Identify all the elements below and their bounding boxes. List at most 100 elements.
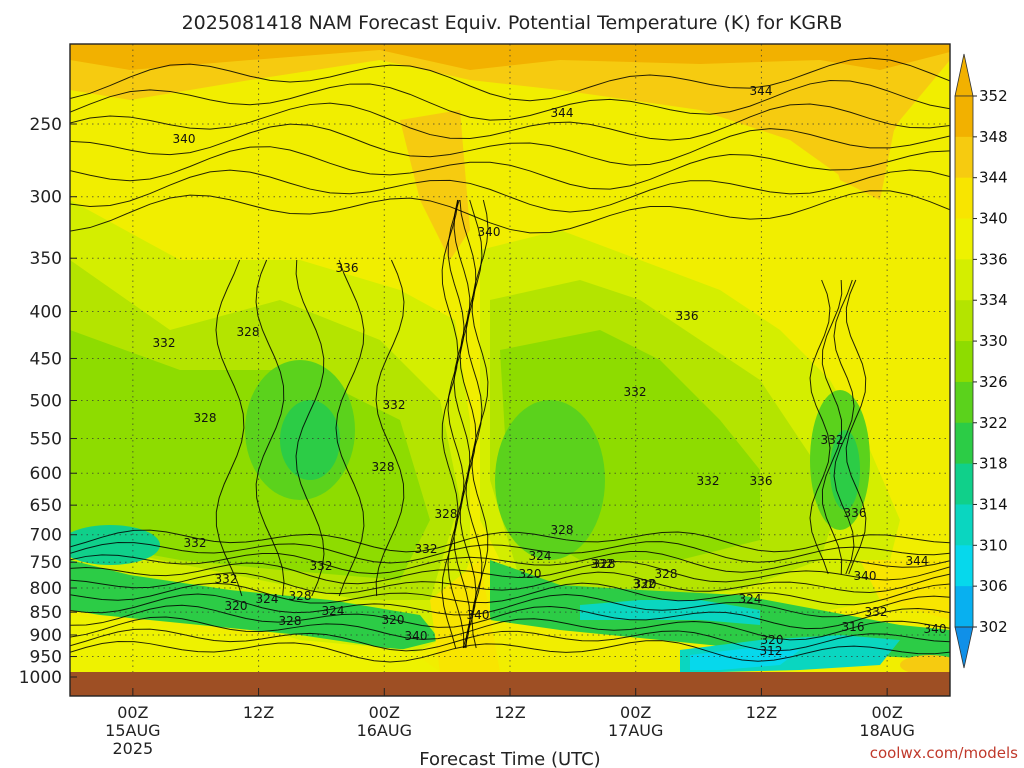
contour-label: 312 [760,644,783,658]
y-tick-label: 450 [30,349,62,369]
contour-lower [70,529,950,553]
contour-vertical-front [453,199,471,649]
contour-label: 324 [529,549,552,563]
colorbar-label: 348 [979,128,1008,146]
contour-label: 340 [173,132,196,146]
colorbar-swatch [955,300,973,342]
colorbar-swatch [955,136,973,179]
contour-label: 336 [750,474,773,488]
contour-label: 332 [215,572,238,586]
colorbar-swatch [955,422,973,465]
colorbar-swatch [955,259,973,301]
upper-hot-band [70,44,950,70]
contour-vertical-east [809,279,831,575]
contour-label: 336 [336,261,359,275]
credit-text: coolwx.com/models [870,744,1018,762]
contour-lower [70,561,950,585]
contour-vertical-west [255,259,285,597]
contour-label: 328 [237,325,260,339]
colorbar: 352 348 344 340 336 334 330 326 322 318 314 310 306 3… [954,53,1008,669]
contour-label: 332 [184,536,207,550]
y-tick-label: 650 [30,496,62,516]
contour-label: 336 [676,309,699,323]
contour-label: 320 [761,633,784,647]
contour-label: 324 [739,592,762,606]
contour-label: 332 [697,474,720,488]
contour-vertical-front [441,199,459,649]
color-bands [70,44,950,675]
surface-warm-west [70,615,440,672]
colorbar-swatch [955,218,973,260]
y-tick-label: 500 [30,392,62,412]
contour-label: 328 [435,507,458,521]
x-tick-label: 17AUG [608,721,663,740]
contour-vertical-west [295,259,325,597]
colorbar-label: 310 [979,536,1008,554]
colorbar-swatch [955,545,973,587]
contour-label: 328 [289,589,312,603]
contour-label: 332 [153,336,176,350]
y-tick-label: 400 [30,302,62,322]
contour-label: 344 [750,84,773,98]
x-tick-label: 12Z [494,703,525,722]
colorbar-swatch [955,96,973,138]
contour-labels: 3443443403363403283323363323323283323283… [153,84,947,658]
contour-vertical-east [845,279,867,575]
x-axis-title: Forecast Time (UTC) [419,749,600,768]
contour-vertical-front [471,199,489,649]
colorbar-label: 340 [979,210,1008,228]
contour-label: 328 [593,557,616,571]
contour-label: 324 [322,604,345,618]
y-tick-label: 600 [30,464,62,484]
contour-label: 340 [478,225,501,239]
contour-label: 332 [624,385,647,399]
contour-label: 336 [844,506,867,520]
colorbar-label: 322 [979,414,1008,432]
x-tick-label: 2025 [112,739,153,758]
y-tick-label: 850 [30,603,62,623]
contour-lower [70,640,950,663]
x-tick-label: 00Z [620,703,651,722]
contour-label: 320 [382,613,405,627]
contour-label: 332 [415,542,438,556]
colorbar-label: 302 [979,618,1008,636]
y-tick-label: 1000 [19,668,62,688]
colorbar-swatch [955,177,973,220]
contour-upper [70,80,950,121]
contour-label: 332 [310,559,333,573]
contour-label: 332 [821,433,844,447]
colorbar-bottom-arrow [954,626,974,669]
colorbar-frame [954,95,974,628]
surface-hot-east [900,655,950,675]
colorbar-label: 336 [979,250,1008,268]
contour-label: 332 [865,605,888,619]
upper-warm-band [70,44,950,190]
contour-lower [70,582,950,606]
colorbar-label: 326 [979,373,1008,391]
contour-label: 320 [519,567,542,581]
x-tick-label: 00Z [871,703,902,722]
contour-label: 328 [279,614,302,628]
contour-vertical-front [459,199,477,649]
y-tick-label: 800 [30,579,62,599]
y-tick-label: 950 [30,648,62,668]
y-tick-label: 250 [30,115,62,135]
colorbar-label: 318 [979,455,1008,473]
colorbar-top-arrow [954,53,974,97]
contour-label: 320 [225,599,248,613]
contour-lower [70,616,950,641]
contour-label: 340 [854,569,877,583]
surface-warm-east [860,560,950,620]
contour-label: 340 [467,608,490,622]
colorbar-swatch [955,463,973,505]
colorbar-swatch [955,341,973,383]
cool-pocket-3 [495,400,605,560]
contour-vertical-west [375,259,405,597]
y-tick-label: 350 [30,249,62,269]
colorbar-label: 352 [979,87,1008,105]
colorbar-label: 334 [979,291,1008,309]
contour-label: 316 [842,620,865,634]
colorbar-swatch [955,381,973,424]
contour-label: 328 [372,460,395,474]
x-tick-label: 12Z [243,703,274,722]
